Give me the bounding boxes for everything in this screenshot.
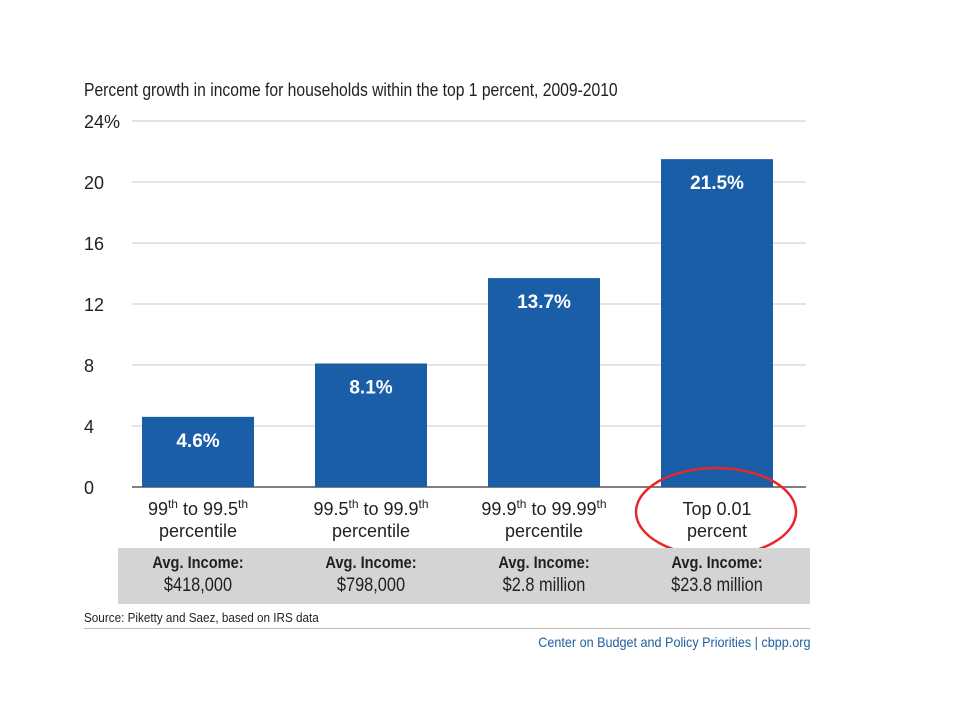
bar [315, 363, 427, 487]
avg-income-4: Avg. Income: $23.8 million [632, 553, 802, 597]
credit-line: Center on Budget and Policy Priorities |… [537, 634, 810, 650]
source-note: Source: Piketty and Saez, based on IRS d… [84, 610, 319, 625]
bar [142, 416, 254, 487]
data-labels: 4.6% 8.1% 13.7% 21.5% [176, 173, 744, 452]
y-tick-label: 12 [84, 295, 104, 315]
divider [84, 628, 810, 629]
y-axis-ticks: 0 4 8 12 16 20 24% [84, 112, 120, 498]
y-tick-label: 4 [84, 417, 94, 437]
avg-income-label: Avg. Income: [498, 553, 590, 572]
avg-income-value: $2.8 million [502, 575, 586, 596]
data-label: 8.1% [349, 377, 392, 398]
avg-income-value: $798,000 [336, 575, 406, 596]
avg-income-label: Avg. Income: [671, 553, 763, 572]
data-label: 13.7% [517, 292, 571, 313]
y-tick-label: 0 [84, 478, 94, 498]
category-label-line2: percentile [159, 521, 237, 541]
y-tick-label: 20 [84, 173, 104, 193]
y-tick-label: 8 [84, 356, 94, 376]
avg-income-label: Avg. Income: [325, 553, 417, 572]
category-label-line2: percentile [332, 521, 410, 541]
category-label-line2: percentile [505, 521, 583, 541]
avg-income-2: Avg. Income: $798,000 [286, 553, 456, 597]
avg-income-band [118, 548, 810, 604]
avg-income-1: Avg. Income: $418,000 [113, 553, 283, 597]
category-label: 99.5th to 99.9th [313, 497, 428, 519]
y-tick-label: 16 [84, 234, 104, 254]
avg-income-label: Avg. Income: [152, 553, 244, 572]
bars [142, 159, 773, 487]
avg-income-value: $23.8 million [671, 575, 763, 596]
bar [661, 159, 773, 487]
avg-income-value: $418,000 [163, 575, 233, 596]
category-label-line2: percent [687, 521, 747, 541]
data-label: 21.5% [690, 173, 744, 194]
category-label: 99.9th to 99.99th [481, 497, 606, 519]
category-label: Top 0.01 [682, 499, 751, 519]
bar [488, 278, 600, 487]
chart-title: Percent growth in income for households … [84, 80, 618, 100]
category-label: 99th to 99.5th [148, 497, 248, 519]
y-tick-label: 24% [84, 112, 120, 132]
avg-income-3: Avg. Income: $2.8 million [459, 553, 629, 597]
data-label: 4.6% [176, 431, 219, 452]
